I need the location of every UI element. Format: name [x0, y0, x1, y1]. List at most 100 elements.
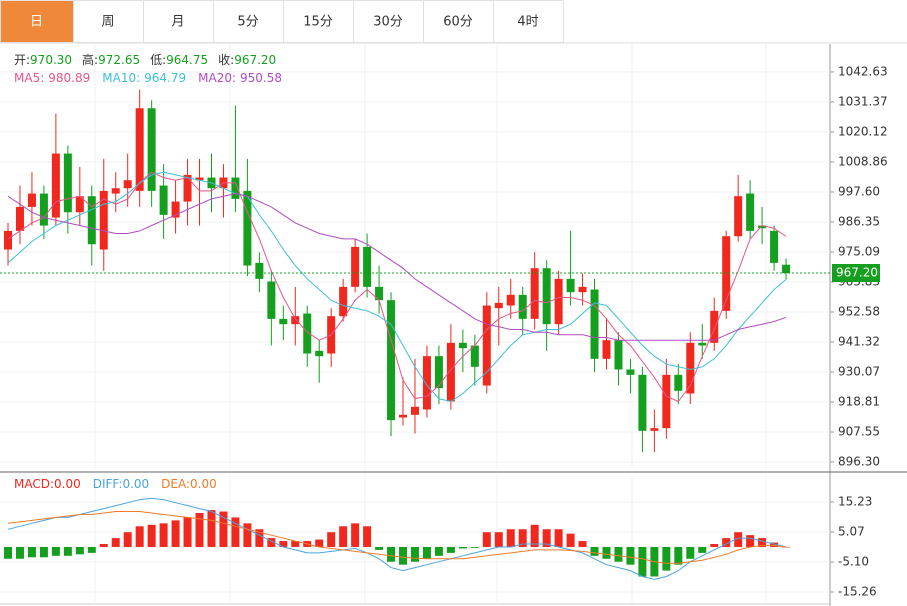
candle-body	[159, 185, 168, 215]
candle-body	[542, 268, 551, 325]
candle-body	[758, 225, 767, 229]
y-tick-label: 896.30	[838, 455, 880, 469]
tab-label[interactable]: 30分	[373, 15, 403, 30]
legend-name: DIFF:	[93, 477, 123, 491]
candle-body	[15, 206, 24, 231]
candle-body	[470, 345, 479, 367]
macd-bar	[638, 546, 647, 577]
macd-bar	[506, 529, 515, 547]
macd-bar	[15, 546, 24, 559]
macd-bar	[710, 544, 719, 547]
candle-body	[554, 278, 563, 325]
candle-body	[387, 300, 396, 421]
candle-body	[123, 180, 132, 189]
y-tick-label: 997.60	[838, 184, 880, 198]
macd-bar	[135, 526, 144, 547]
tab-label[interactable]: 60分	[443, 15, 473, 30]
tab-label[interactable]: 日	[30, 15, 43, 30]
macd-bar	[147, 524, 156, 547]
candle-body	[590, 289, 599, 359]
candle-body	[183, 174, 192, 202]
macd-bar	[27, 546, 36, 558]
macd-bar	[39, 546, 48, 558]
macd-bar	[87, 546, 96, 553]
candle-body	[111, 188, 120, 194]
tab-bg[interactable]	[0, 0, 74, 43]
legend: MA5: 980.89 MA10: 964.79 MA20: 950.58	[14, 71, 282, 85]
candle-body	[303, 313, 312, 354]
candle-body	[566, 278, 575, 293]
tab-label[interactable]: 5分	[237, 15, 258, 30]
macd-bar	[698, 546, 707, 553]
y-tick-label: 918.81	[838, 394, 880, 408]
candle-body	[315, 350, 324, 357]
candle-body	[171, 201, 180, 218]
macd-bar	[758, 538, 767, 547]
macd-bar	[542, 529, 551, 547]
candle-body	[746, 193, 755, 231]
tab-bg[interactable]	[143, 0, 214, 43]
ohlc-info: 开:970.30 高:972.65 低:964.75 收:967.20	[14, 52, 276, 67]
info-label: 高:	[82, 52, 98, 67]
candle-body	[482, 305, 491, 386]
macd-bar	[231, 517, 240, 547]
macd-bar	[410, 546, 419, 562]
candle-body	[434, 356, 443, 389]
candle-body	[494, 302, 503, 309]
tab-label[interactable]: 15分	[303, 15, 333, 30]
info-value: 970.30	[30, 53, 72, 67]
y-tick-label: 1020.12	[838, 124, 888, 138]
candle-body	[339, 286, 348, 317]
candle-body	[39, 193, 48, 226]
macd-bar	[291, 541, 300, 547]
info-label: 低:	[150, 53, 166, 67]
legend-name: MA10:	[102, 71, 140, 85]
y-tick-label: -15.26	[838, 585, 877, 599]
macd-bar	[363, 526, 372, 547]
candle-body	[770, 230, 779, 263]
macd-bar	[554, 529, 563, 547]
macd-bar	[494, 532, 503, 547]
candle-body	[722, 236, 731, 311]
candle-body	[147, 108, 156, 191]
macd-bar	[111, 538, 120, 547]
y-tick-label: 930.07	[838, 364, 880, 378]
tab-label[interactable]: 4时	[517, 15, 538, 30]
macd-bar	[351, 523, 360, 547]
candle-body	[662, 374, 671, 429]
candle-body	[674, 374, 683, 391]
macd-bar	[770, 542, 779, 547]
tab-label[interactable]: 周	[101, 15, 114, 30]
y-tick-label: -5.10	[838, 555, 869, 569]
candle-body	[614, 340, 623, 370]
legend-value: 0.00	[54, 477, 81, 491]
macd-bar	[339, 526, 348, 547]
macd-bar	[482, 532, 491, 547]
macd-bar	[458, 546, 467, 549]
last-price-label: 967.20	[836, 265, 878, 279]
macd-bar	[566, 533, 575, 547]
macd-bar	[375, 546, 384, 550]
candle-body	[87, 196, 96, 245]
tab-bg[interactable]	[493, 0, 564, 43]
info-value: 964.75	[166, 53, 208, 67]
candle-body	[422, 356, 431, 410]
tab-label[interactable]: 月	[171, 15, 184, 30]
candle-body	[351, 246, 360, 287]
candle-body	[578, 286, 587, 293]
info-value: 972.65	[98, 53, 140, 67]
macd-bar	[602, 546, 611, 559]
tab-bg[interactable]	[353, 0, 424, 43]
y-tick-label: 986.35	[838, 214, 880, 228]
macd-bar	[267, 538, 276, 547]
legend-name: MA20:	[198, 71, 236, 85]
candle-body	[291, 316, 300, 325]
tab-bg[interactable]	[73, 0, 144, 43]
candle-body	[231, 177, 240, 199]
legend-name: DEA:	[161, 477, 190, 491]
candle-body	[243, 190, 252, 266]
macd-bar	[470, 546, 479, 548]
candle-body	[734, 196, 743, 237]
